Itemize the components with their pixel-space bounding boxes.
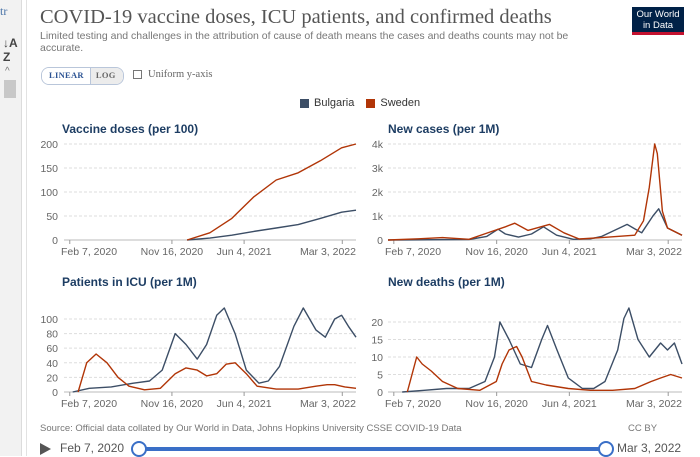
- panel-1-ytick-3: 3k: [372, 163, 384, 175]
- legend-swatch-bulgaria: [300, 98, 309, 108]
- timeline-end-handle[interactable]: [598, 441, 614, 457]
- panel-3-xtick-3: Mar 3, 2022: [626, 398, 682, 410]
- panel-1-series-sweden-line[interactable]: [387, 143, 683, 241]
- legend: Bulgaria Sweden: [300, 97, 432, 109]
- panel-0-xtick-0: Feb 7, 2020: [61, 246, 117, 258]
- panel-0-ytick-0: 0: [52, 235, 58, 247]
- panel-0-ytick-3: 150: [40, 163, 58, 175]
- panel-0-xtick-3: Mar 3, 2022: [300, 246, 356, 258]
- panel-2-title: Patients in ICU (per 1M): [62, 275, 197, 289]
- panel-3-title: New deaths (per 1M): [388, 275, 505, 289]
- play-icon[interactable]: [40, 443, 51, 455]
- panel-1-title: New cases (per 1M): [388, 122, 499, 136]
- panel-3-xtick-0: Feb 7, 2020: [385, 398, 441, 410]
- panel-1-xtick-3: Mar 3, 2022: [626, 246, 682, 258]
- panel-0-ytick-4: 200: [40, 139, 58, 151]
- panel-3-xtick-1: Nov 16, 2020: [465, 398, 528, 410]
- panel-3-series-bulgaria-line[interactable]: [402, 307, 683, 393]
- panel-0-series-sweden-line[interactable]: [186, 143, 357, 241]
- chart-subtitle: Limited testing and challenges in the at…: [40, 30, 569, 54]
- panel-0-series-bulgaria-line[interactable]: [187, 209, 357, 241]
- sort-icon[interactable]: ↓A Z: [3, 36, 18, 64]
- scrollbar-thumb[interactable]: [4, 80, 16, 98]
- panel-1-xtick-1: Nov 16, 2020: [465, 246, 528, 258]
- panel-2-series-bulgaria-line[interactable]: [72, 307, 357, 393]
- panel-2-series-sweden-line[interactable]: [77, 353, 357, 393]
- scale-toggle: LINEAR LOG: [41, 67, 124, 85]
- log-button[interactable]: LOG: [90, 68, 123, 84]
- uniform-y-axis-checkbox[interactable]: Uniform y-axis: [133, 69, 212, 80]
- chevron-up-icon[interactable]: ^: [5, 66, 10, 77]
- panel-1-ytick-2: 2k: [372, 187, 384, 199]
- panel-3-ytick-2: 10: [371, 352, 383, 364]
- panel-0-title: Vaccine doses (per 100): [62, 122, 198, 136]
- panel-1-ytick-0: 0: [377, 235, 383, 247]
- panel-1-xtick-2: Jun 4, 2021: [542, 246, 597, 258]
- panel-0-ytick-1: 50: [46, 211, 58, 223]
- panel-0-xtick-1: Nov 16, 2020: [141, 246, 204, 258]
- timeline-start-label: Feb 7, 2020: [60, 441, 125, 455]
- panel-1-ytick-1: 1k: [372, 211, 384, 223]
- timeline-end-label: Mar 3, 2022: [617, 441, 682, 455]
- panel-1-ytick-4: 4k: [372, 139, 384, 151]
- panel-2-ytick-0: 0: [52, 387, 58, 399]
- legend-item-bulgaria[interactable]: Bulgaria: [300, 97, 354, 109]
- owid-logo[interactable]: Our World in Data: [632, 7, 684, 35]
- panel-2-ytick-4: 80: [46, 329, 58, 341]
- panel-3-series-sweden-line[interactable]: [406, 345, 683, 393]
- panel-3-xtick-2: Jun 4, 2021: [542, 398, 597, 410]
- panel-3-ytick-4: 20: [371, 317, 383, 329]
- panel-2-ytick-2: 40: [46, 358, 58, 370]
- panel-3-ytick-3: 15: [371, 335, 383, 347]
- timeline-track[interactable]: [137, 447, 605, 451]
- panel-2-xtick-1: Nov 16, 2020: [141, 398, 204, 410]
- panel-2-xtick-0: Feb 7, 2020: [61, 398, 117, 410]
- legend-label-sweden: Sweden: [380, 97, 421, 109]
- panel-1-xtick-0: Feb 7, 2020: [385, 246, 441, 258]
- panel-1-series-bulgaria-line[interactable]: [387, 208, 683, 241]
- panel-2-xtick-3: Mar 3, 2022: [300, 398, 356, 410]
- panel-2-ytick-3: 60: [46, 343, 58, 355]
- panel-3-ytick-1: 5: [377, 370, 383, 382]
- uniform-y-axis-label: Uniform y-axis: [148, 69, 213, 80]
- panel-2-ytick-5: 100: [40, 314, 58, 326]
- panel-2-ytick-1: 20: [46, 372, 58, 384]
- left-panel-glyph: tr: [0, 4, 8, 18]
- chart-title: COVID-19 vaccine doses, ICU patients, an…: [40, 6, 552, 28]
- timeline-start-handle[interactable]: [131, 441, 147, 457]
- legend-swatch-sweden: [366, 98, 376, 108]
- panel-2-xtick-2: Jun 4, 2021: [217, 398, 272, 410]
- panel-divider: [26, 0, 27, 456]
- checkbox-icon[interactable]: [133, 70, 142, 79]
- source-note: Source: Official data collated by Our Wo…: [40, 423, 462, 434]
- panel-0-ytick-2: 100: [40, 187, 58, 199]
- panel-0-xtick-2: Jun 4, 2021: [217, 246, 272, 258]
- panel-3-ytick-0: 0: [377, 387, 383, 399]
- legend-item-sweden[interactable]: Sweden: [366, 97, 420, 109]
- linear-button[interactable]: LINEAR: [42, 68, 91, 84]
- left-panel: tr ↓A Z ^: [0, 0, 22, 456]
- license-link[interactable]: CC BY: [628, 423, 658, 434]
- legend-label-bulgaria: Bulgaria: [314, 97, 355, 109]
